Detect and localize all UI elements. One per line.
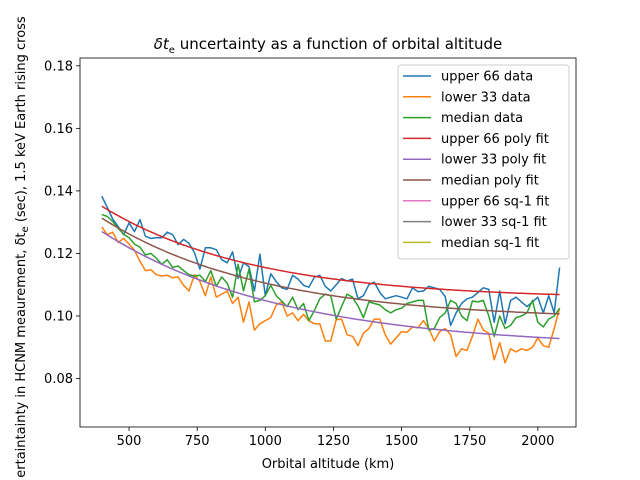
legend-label-8: lower 33 sq-1 fit xyxy=(441,215,547,230)
series-line-4 xyxy=(101,205,560,296)
y-tick-label-4: 0.14 xyxy=(44,184,73,199)
y-tick-label-6: 0.18 xyxy=(44,59,73,74)
legend-label-5: lower 33 poly fit xyxy=(441,153,546,168)
series-line-1 xyxy=(101,195,561,327)
x-tick-label-3: 1000 xyxy=(249,434,282,449)
y-axis-title: ertaintainty in HCNM meaurement, δte (se… xyxy=(14,16,31,478)
y-tick-label-2: 0.10 xyxy=(44,309,73,324)
y-tick-label-5: 0.16 xyxy=(44,122,73,137)
x-tick-label-5: 1500 xyxy=(385,434,418,449)
x-tick-label-7: 2000 xyxy=(521,434,554,449)
series-line-6 xyxy=(101,217,560,315)
legend-label-4: upper 66 poly fit xyxy=(441,132,549,147)
plot-frame xyxy=(79,57,577,428)
x-tick-label-1: 500 xyxy=(117,434,142,449)
legend-label-3: median data xyxy=(441,111,523,126)
x-tick-label-4: 1250 xyxy=(317,434,350,449)
chart-title: δte uncertainty as a function of orbital… xyxy=(154,35,503,56)
legend-label-2: lower 33 data xyxy=(441,90,531,105)
x-axis-title: Orbital altitude (km) xyxy=(262,457,395,472)
series-line-5 xyxy=(101,230,560,340)
series-line-2 xyxy=(101,226,561,364)
legend-label-7: upper 66 sq-1 fit xyxy=(441,194,549,209)
x-tick-label-6: 1750 xyxy=(453,434,486,449)
legend-label-6: median poly fit xyxy=(441,174,539,189)
x-tick-label-2: 750 xyxy=(185,434,210,449)
y-tick-label-3: 0.12 xyxy=(44,247,73,262)
legend-label-1: upper 66 data xyxy=(441,70,533,85)
legend-frame xyxy=(397,64,570,260)
legend: upper 66 data lower 33 data median data upp… xyxy=(397,64,570,260)
y-tick-label-1: 0.08 xyxy=(44,372,73,387)
legend-label-9: median sq-1 fit xyxy=(441,236,539,251)
